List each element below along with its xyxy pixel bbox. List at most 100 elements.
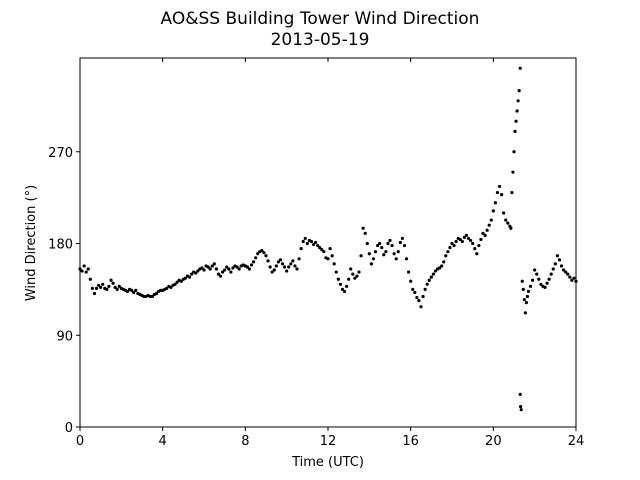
data-point [235, 265, 239, 269]
data-point [417, 299, 421, 303]
data-point [165, 286, 169, 290]
x-tick-label: 12 [320, 434, 337, 449]
data-point [483, 233, 487, 237]
data-point [570, 278, 574, 282]
data-point [349, 267, 353, 271]
y-axis-ticks: 0 90 180 270 [48, 146, 80, 436]
data-point [322, 250, 326, 254]
data-point [249, 263, 254, 267]
data-point [564, 270, 568, 274]
data-point [293, 264, 297, 268]
data-point [99, 285, 103, 289]
data-point [97, 283, 101, 287]
data-point [190, 272, 194, 276]
data-point [481, 231, 485, 235]
data-point [336, 277, 340, 281]
data-point [355, 274, 359, 278]
data-point [202, 268, 206, 272]
chart-subtitle: 2013-05-19 [271, 30, 370, 50]
data-point [557, 258, 562, 262]
data-point [382, 253, 386, 257]
data-point [183, 276, 187, 280]
data-point [314, 240, 318, 245]
data-point [444, 254, 448, 258]
data-point [531, 278, 535, 282]
data-point [487, 223, 491, 227]
data-point [512, 150, 516, 154]
data-point [254, 256, 258, 260]
data-point [305, 241, 309, 246]
x-tick-label: 24 [568, 434, 585, 449]
data-point [452, 243, 456, 248]
data-point [411, 287, 415, 291]
data-point [200, 266, 204, 270]
data-point [231, 266, 235, 270]
data-point [301, 239, 305, 244]
data-point [491, 209, 495, 213]
data-point [357, 270, 361, 274]
data-point [287, 265, 291, 269]
data-point [551, 267, 555, 271]
data-point [386, 241, 390, 246]
data-point [173, 282, 177, 286]
data-point [380, 245, 384, 250]
data-point [105, 287, 109, 291]
data-point [485, 228, 489, 232]
data-point [340, 287, 345, 291]
data-point [132, 290, 136, 295]
y-tick-label: 90 [56, 329, 73, 344]
data-point [400, 236, 404, 241]
data-point [276, 260, 280, 264]
data-point [521, 287, 525, 291]
data-point [396, 250, 400, 254]
data-point [363, 231, 367, 235]
x-tick-label: 16 [402, 434, 419, 449]
data-point [413, 290, 417, 295]
data-point [297, 257, 301, 261]
data-point [535, 272, 539, 276]
data-point [80, 269, 84, 273]
data-point [390, 243, 394, 248]
data-point [537, 277, 541, 281]
data-point [328, 247, 332, 251]
data-point [510, 190, 514, 195]
data-point [260, 249, 264, 253]
data-point [229, 270, 233, 274]
data-point [130, 288, 134, 293]
data-point [493, 201, 497, 205]
x-tick-label: 4 [159, 434, 167, 449]
data-point [458, 237, 462, 242]
data-point [274, 264, 278, 268]
data-point [376, 243, 380, 248]
data-point [223, 268, 227, 272]
data-point [526, 289, 531, 294]
data-point [109, 278, 113, 282]
data-point [210, 264, 214, 268]
data-point [402, 243, 407, 248]
data-point [179, 279, 183, 283]
data-point [574, 279, 578, 283]
data-point [94, 286, 99, 290]
data-point [524, 301, 529, 305]
data-point [320, 248, 324, 252]
data-point [475, 252, 479, 256]
data-point [361, 226, 365, 230]
x-tick-label: 0 [76, 434, 84, 449]
data-point [489, 218, 493, 222]
data-point [334, 270, 338, 274]
data-point [502, 211, 506, 215]
data-point [212, 262, 216, 266]
data-point [431, 272, 435, 276]
data-point [351, 272, 355, 276]
data-point [384, 250, 388, 254]
data-point [216, 272, 221, 276]
data-point [378, 241, 382, 246]
data-point [125, 289, 130, 294]
data-point [394, 257, 398, 261]
data-point [150, 294, 154, 299]
data-point [111, 281, 115, 285]
data-point [154, 291, 159, 296]
data-point [450, 241, 454, 246]
data-point [419, 305, 423, 309]
data-point [266, 259, 270, 263]
